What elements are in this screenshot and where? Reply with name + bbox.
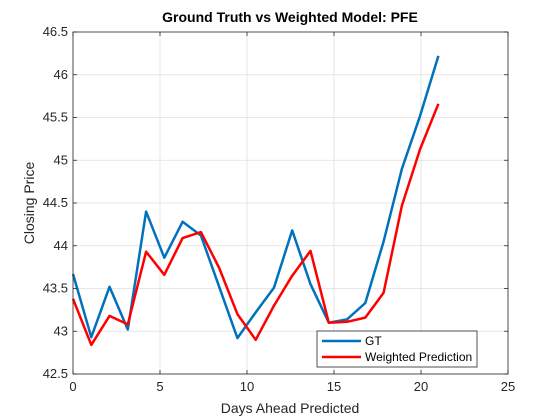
y-tick-label: 46.5 <box>43 24 68 39</box>
y-tick-label: 42.5 <box>43 366 68 381</box>
y-axis-label: Closing Price <box>21 162 37 245</box>
series-lines <box>71 55 440 347</box>
x-axis-label: Days Ahead Predicted <box>221 400 360 416</box>
x-tick-label: 0 <box>69 379 76 394</box>
y-tick-label: 46 <box>54 67 68 82</box>
x-tick-label: 5 <box>156 379 163 394</box>
x-tick-label: 20 <box>414 379 428 394</box>
y-tick-label: 44.5 <box>43 195 68 210</box>
legend-label-weighted-prediction: Weighted Prediction <box>365 350 472 364</box>
y-tick-label: 45.5 <box>43 110 68 125</box>
y-tick-label: 43.5 <box>43 281 68 296</box>
series-line-gt <box>71 55 440 340</box>
x-tick-label: 25 <box>501 379 515 394</box>
x-tick-label: 10 <box>240 379 254 394</box>
legend: GT Weighted Prediction <box>316 330 478 368</box>
legend-label-gt: GT <box>365 334 382 348</box>
y-tick-label: 43 <box>54 323 68 338</box>
y-tick-label: 45 <box>54 152 68 167</box>
chart-title: Ground Truth vs Weighted Model: PFE <box>162 9 418 25</box>
axis-ticks: 0 5 10 15 20 25 42.5 43 43.5 44 44.5 45 45.5 46 46.5 <box>43 24 516 394</box>
y-tick-label: 44 <box>54 238 68 253</box>
legend-box <box>316 330 478 368</box>
series-line-weighted-prediction <box>71 103 440 347</box>
x-tick-label: 15 <box>327 379 341 394</box>
